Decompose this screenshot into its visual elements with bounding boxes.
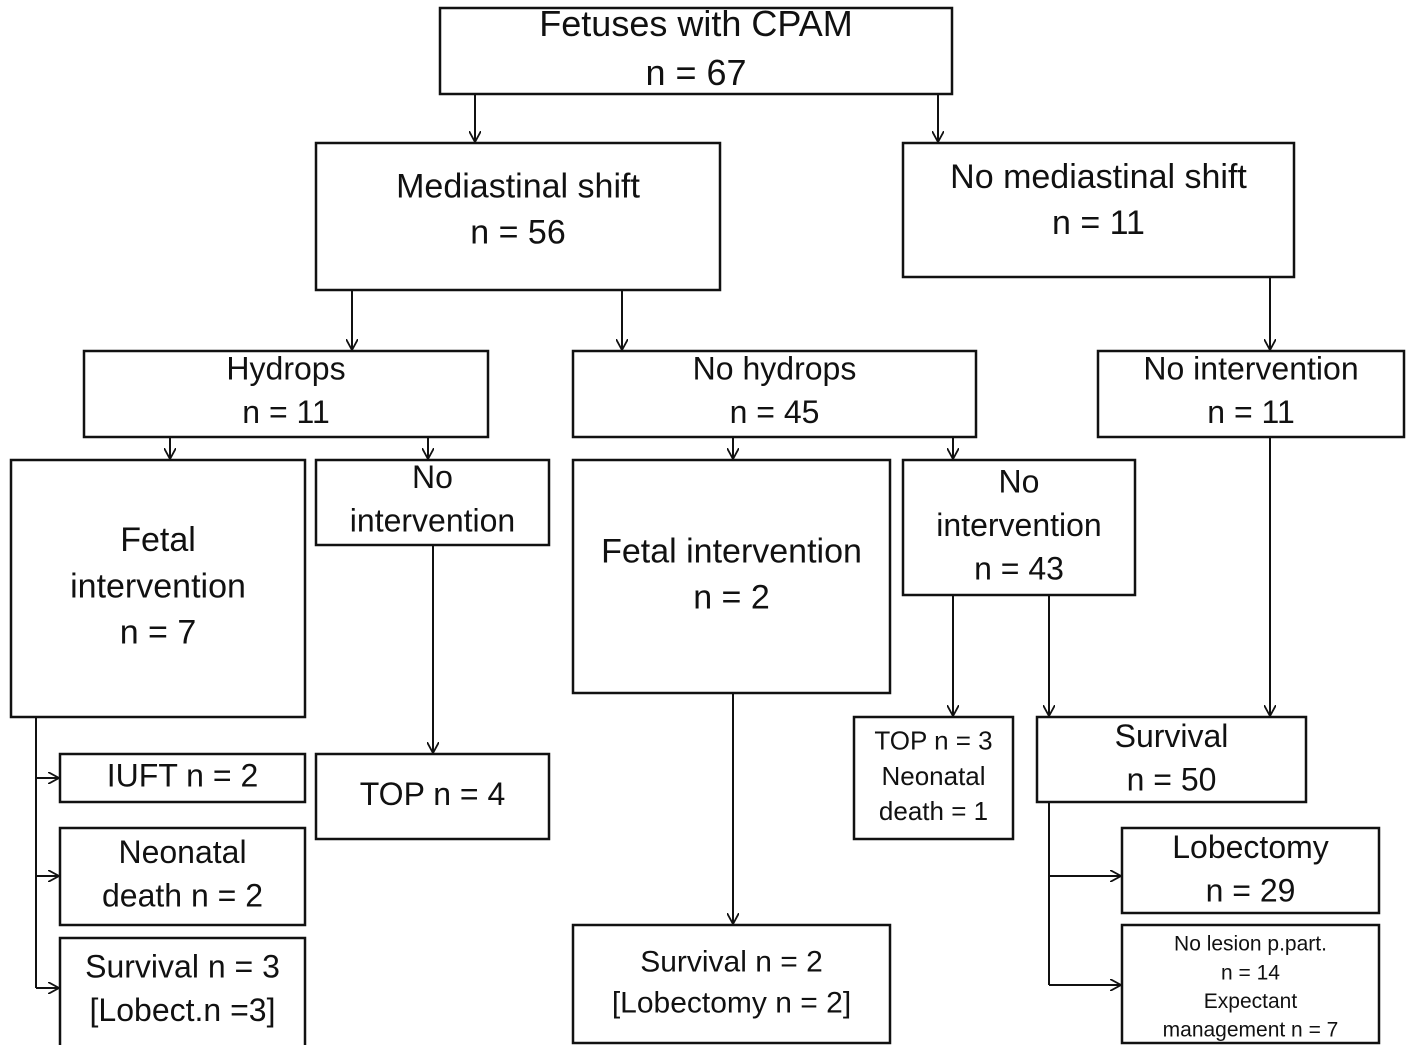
node-label: Fetal intervention bbox=[601, 532, 862, 570]
node-label: management n = 7 bbox=[1163, 1018, 1339, 1041]
node-label: death = 1 bbox=[879, 796, 988, 826]
node-label: intervention bbox=[70, 567, 246, 605]
node: No mediastinal shift n = 11 bbox=[901, 141, 1296, 279]
node-box bbox=[9, 458, 307, 719]
node: IUFT n = 2 bbox=[58, 752, 307, 804]
node-box bbox=[58, 826, 307, 927]
node-box bbox=[1120, 826, 1381, 915]
node-box bbox=[852, 715, 1015, 841]
node-box bbox=[901, 458, 1137, 597]
node: Mediastinal shift n = 56 bbox=[314, 141, 722, 292]
node-label: n = 45 bbox=[730, 394, 820, 430]
node: No intervention n = 43 bbox=[901, 458, 1137, 597]
node: No intervention bbox=[314, 458, 551, 547]
node-label: n = 14 bbox=[1221, 961, 1280, 984]
node: Survival n = 2 [Lobectomy n = 2] bbox=[571, 923, 892, 1045]
node-label: TOP n = 3 bbox=[874, 726, 992, 756]
node: Fetuses with CPAM n = 67 bbox=[438, 3, 954, 96]
node-label: n = 50 bbox=[1127, 762, 1217, 798]
node-label: Survival n = 3 bbox=[85, 949, 280, 985]
node: Fetal intervention n = 2 bbox=[571, 458, 892, 695]
node-label: TOP n = 4 bbox=[360, 776, 506, 812]
node-box bbox=[901, 141, 1296, 279]
node-box bbox=[82, 349, 490, 439]
node-label: intervention bbox=[350, 503, 515, 539]
node-label: Fetuses with CPAM bbox=[539, 3, 852, 44]
node-box bbox=[1120, 923, 1381, 1045]
node-box bbox=[58, 936, 307, 1045]
node-box bbox=[438, 6, 954, 96]
node-label: n = 11 bbox=[1207, 394, 1294, 430]
node-box bbox=[314, 141, 722, 292]
node: No hydrops n = 45 bbox=[571, 349, 978, 439]
node-label: Expectant bbox=[1204, 990, 1298, 1013]
connectors bbox=[35, 94, 1270, 988]
node: Survival n = 3 [Lobect.n =3] bbox=[58, 936, 307, 1045]
node-box bbox=[571, 923, 892, 1045]
node-box bbox=[58, 752, 307, 804]
node: TOP n = 4 bbox=[314, 752, 551, 841]
node: Lobectomy n = 29 bbox=[1120, 826, 1381, 915]
node-label: No bbox=[412, 459, 453, 495]
node-label: Hydrops bbox=[226, 351, 345, 387]
node-label: [Lobect.n =3] bbox=[90, 992, 276, 1028]
node-label: Mediastinal shift bbox=[396, 167, 640, 205]
node: TOP n = 3 Neonatal death = 1 bbox=[852, 715, 1015, 841]
node-label: death n = 2 bbox=[102, 878, 263, 914]
node-label: Neonatal bbox=[881, 761, 985, 791]
node-box bbox=[571, 458, 892, 695]
node-label: n = 11 bbox=[242, 394, 329, 430]
node-box bbox=[571, 349, 978, 439]
node-label: No mediastinal shift bbox=[950, 158, 1247, 196]
node: Hydrops n = 11 bbox=[82, 349, 490, 439]
node-box bbox=[314, 752, 551, 841]
node-label: No hydrops bbox=[693, 351, 857, 387]
node-label: No lesion p.part. bbox=[1174, 933, 1327, 956]
node-box bbox=[314, 458, 551, 547]
node: No intervention n = 11 bbox=[1096, 349, 1406, 439]
node: Neonatal death n = 2 bbox=[58, 826, 307, 927]
node-label: n = 29 bbox=[1206, 873, 1296, 909]
node-label: Lobectomy bbox=[1172, 829, 1329, 865]
node-label: n = 67 bbox=[645, 52, 746, 93]
node: Fetal intervention n = 7 bbox=[9, 458, 307, 719]
node-label: No bbox=[999, 463, 1040, 499]
node-label: n = 7 bbox=[120, 614, 197, 652]
node: No lesion p.part. n = 14 Expectant manageme… bbox=[1120, 923, 1381, 1045]
node-label: Neonatal bbox=[118, 834, 246, 870]
node-box bbox=[1096, 349, 1406, 439]
node-label: intervention bbox=[936, 507, 1101, 543]
node-label: Survival n = 2 bbox=[640, 946, 823, 979]
node-label: IUFT n = 2 bbox=[107, 757, 258, 793]
node-label: No intervention bbox=[1143, 351, 1358, 387]
node-label: [Lobectomy n = 2] bbox=[612, 986, 851, 1019]
node-label: n = 43 bbox=[974, 550, 1064, 586]
node-label: n = 2 bbox=[693, 579, 770, 617]
node-label: Fetal bbox=[120, 521, 196, 559]
node-box bbox=[1035, 715, 1308, 804]
node: Survival n = 50 bbox=[1035, 715, 1308, 804]
node-label: n = 56 bbox=[470, 214, 565, 252]
node-label: Survival bbox=[1115, 718, 1229, 754]
node-label: n = 11 bbox=[1052, 204, 1145, 242]
